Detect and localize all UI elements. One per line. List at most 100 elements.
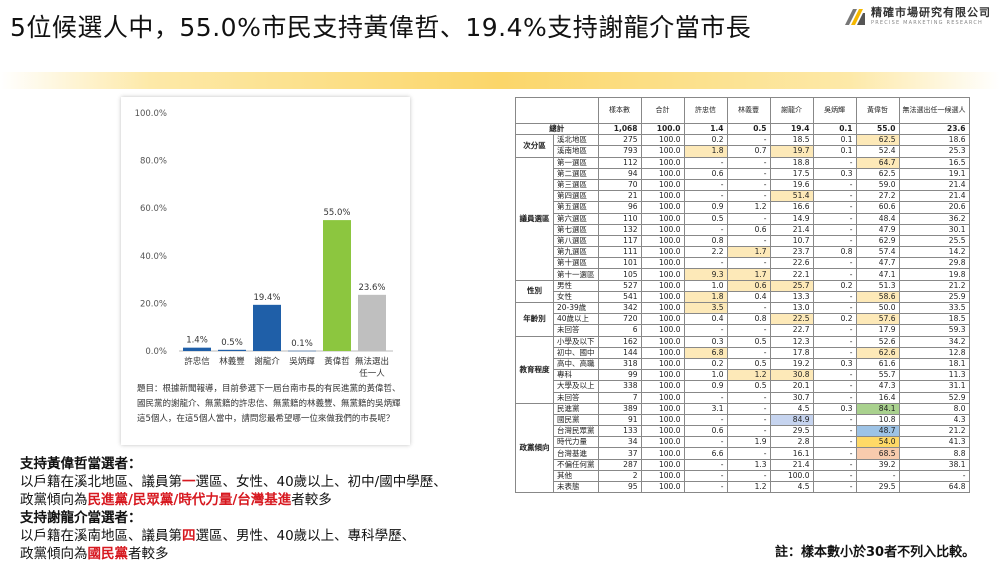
- table-row: 初中、國中 144 100.0 6.8-17.8-62.6 12.8: [516, 346, 970, 359]
- group-label: 性別: [515, 279, 554, 304]
- table-cell: -: [683, 436, 728, 449]
- table-cell: 100.0: [640, 324, 685, 337]
- chart-card: 0.0% 20.0% 40.0% 60.0% 80.0% 100.0% 1.4% 許忠信 0.5…: [121, 97, 410, 445]
- table-row: 第十一選區 105 100.0 9.3 1.7 22.1-47.1 19.8: [516, 268, 970, 281]
- data-label: 0.1%: [291, 339, 313, 349]
- table-cell: 100.0: [640, 480, 685, 494]
- row-label: 大學及以上: [553, 380, 599, 393]
- table-row: 溪南地區 793 100.0 1.8 0.7 19.7 0.1 52.4 25.3: [516, 145, 970, 158]
- table-cell: 0.6: [683, 167, 728, 180]
- table-row: 其他 2 100.0- -100.0- - -: [516, 469, 970, 483]
- table-cell: 18.8: [769, 156, 814, 169]
- table-cell: -: [812, 178, 857, 192]
- table-row: 國民黨 91 100.0- -84.9-10.8 4.3: [516, 413, 970, 427]
- table-cell: 50.0: [855, 301, 900, 315]
- row-label: 第一選區: [553, 156, 599, 169]
- highlighted-cell: 19.7: [769, 145, 814, 158]
- table-cell: 541: [597, 290, 642, 304]
- table-row: 第七選區 132 100.0-0.6 21.4-47.9 30.1: [516, 223, 970, 236]
- table-cell: 100.0: [640, 357, 685, 371]
- table-cell: 14.2: [898, 246, 970, 259]
- table-cell: 100.0: [640, 402, 685, 415]
- table-cell: 0.5: [726, 122, 771, 136]
- table-cell: 59.3: [898, 324, 970, 337]
- column-header: 合計: [640, 97, 685, 124]
- table-cell: -: [812, 458, 857, 471]
- table-row: 高中、高職 318 100.0 0.2 0.5 19.2 0.3 61.6 18.1: [516, 357, 970, 371]
- row-label: 40歲以上: [553, 313, 599, 326]
- table-cell: 318: [597, 357, 642, 371]
- bar-2: [253, 304, 281, 351]
- table-cell: 47.9: [855, 223, 900, 236]
- table-cell: 3.1: [683, 402, 728, 415]
- table-cell: 57.4: [855, 246, 900, 259]
- table-cell: 0.1: [812, 122, 857, 136]
- table-cell: 100.0: [640, 268, 685, 281]
- bar-5: [358, 294, 386, 351]
- highlighted-cell: 1.8: [683, 145, 728, 158]
- table-cell: 23.6: [898, 122, 970, 136]
- table-cell: 100.0: [640, 257, 685, 270]
- bar-0: [183, 347, 211, 351]
- table-cell: 60.6: [855, 201, 900, 214]
- table-cell: 100.0: [640, 234, 685, 248]
- table-cell: 30.1: [898, 223, 970, 236]
- group-label: 政黨傾向: [515, 402, 554, 494]
- table-cell: 0.1: [812, 134, 857, 147]
- table-cell: 0.6: [726, 223, 771, 236]
- x-tick-label: 許忠信: [184, 356, 210, 367]
- group-label: 教育程度: [515, 335, 554, 404]
- table-cell: 31.1: [898, 380, 970, 393]
- table-cell: 0.9: [683, 201, 728, 214]
- table-cell: 29.8: [898, 257, 970, 270]
- table-cell: -: [812, 369, 857, 382]
- company-logo: 精確市場研究有限公司 PRECISE MARKETING RESEARCH: [845, 3, 1000, 33]
- table-cell: 70: [597, 178, 642, 192]
- summary-text: 以戶籍在溪北地區、議員第: [20, 474, 182, 490]
- summary-text: 選區、女性、40歲以上、初中/國中學歷、: [195, 474, 447, 490]
- highlighted-cell: 9.3: [683, 268, 728, 281]
- table-cell: 338: [597, 380, 642, 393]
- table-cell: 47.1: [855, 268, 900, 281]
- table-cell: 21: [597, 190, 642, 203]
- table-cell: 100.0: [640, 346, 685, 359]
- table-cell: 0.4: [726, 290, 771, 304]
- table-cell: 1.0: [683, 369, 728, 382]
- highlighted-cell: 1.2: [726, 369, 771, 382]
- column-header: 無法選出任一候選人: [898, 97, 970, 124]
- table-cell: 0.8: [683, 234, 728, 248]
- table-cell: -: [812, 212, 857, 225]
- table-cell: 0.3: [812, 357, 857, 371]
- table-cell: -: [812, 234, 857, 248]
- table-cell: -: [812, 391, 857, 404]
- table-cell: 38.1: [898, 458, 970, 471]
- table-cell: 19.8: [898, 268, 970, 281]
- table-row: 次分區 溪北地區 275 100.0 0.2-18.5 0.1 62.5 18.6: [515, 134, 970, 158]
- table-row: 專科 99 100.0 1.0 1.2 30.8-55.7 11.3: [516, 369, 970, 382]
- y-tick-label: 0.0%: [145, 347, 167, 357]
- table-cell: 7: [597, 391, 642, 404]
- table-cell: 36.2: [898, 212, 970, 225]
- table-cell: 100.0: [640, 425, 685, 438]
- highlighted-cell: 25.7: [769, 279, 814, 292]
- row-label: 第八選區: [553, 234, 599, 248]
- row-label: 第六選區: [553, 212, 599, 225]
- group-label: 次分區: [515, 134, 554, 158]
- table-cell: 0.9: [683, 380, 728, 393]
- table-cell: 94: [597, 167, 642, 180]
- table-cell: -: [812, 346, 857, 359]
- table-cell: 17.5: [769, 167, 814, 180]
- table-cell: 4.3: [898, 413, 970, 427]
- page-title: 5位候選人中，55.0%市民支持黃偉哲、19.4%支持謝龍介當市長: [10, 13, 752, 42]
- row-label: 時代力量: [553, 436, 599, 449]
- table-cell: 100.0: [640, 469, 685, 483]
- row-label: 女性: [553, 290, 599, 304]
- table-cell: 37: [597, 447, 642, 460]
- table-cell: -: [812, 156, 857, 169]
- highlighted-cell: 84.9: [769, 413, 814, 427]
- table-cell: 0.2: [812, 313, 857, 326]
- logo-chinese-name: 精確市場研究有限公司: [871, 6, 991, 19]
- summary-highlight: 四: [182, 528, 196, 544]
- table-cell: 20.6: [898, 201, 970, 214]
- table-row: 第三選區 70 100.0- -19.6-59.0 21.4: [516, 178, 970, 192]
